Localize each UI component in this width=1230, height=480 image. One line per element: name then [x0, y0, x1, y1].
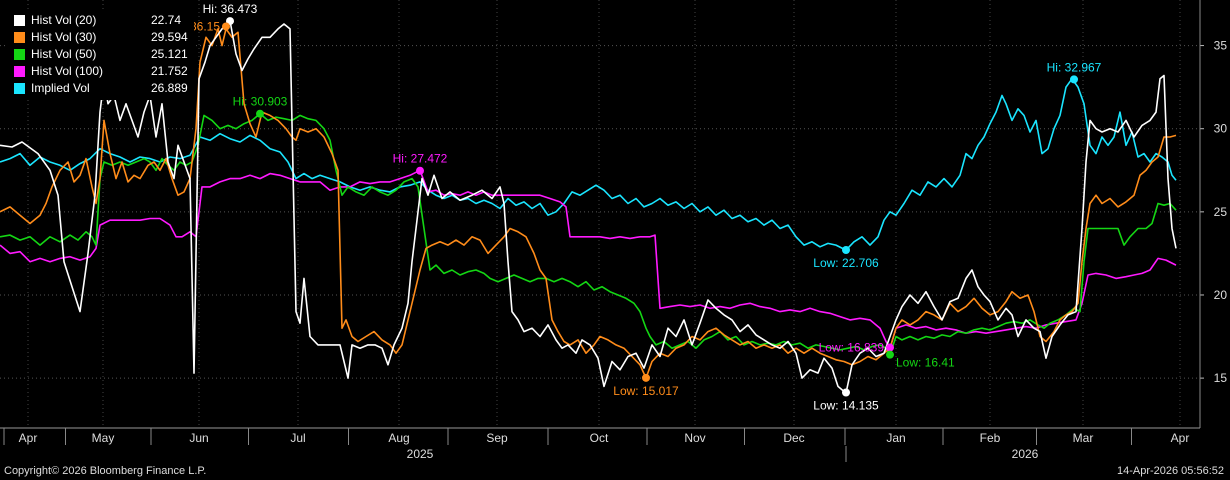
annotation-label: Hi: 27.472 — [393, 152, 448, 166]
annotation-label: Hi: 32.967 — [1047, 60, 1102, 74]
series-line-hist-vol-100 — [0, 169, 1177, 349]
legend-label: Implied Vol — [31, 81, 90, 95]
year-label: 2025 — [407, 447, 434, 461]
x-tick-label: Jan — [886, 431, 905, 445]
legend-item[interactable]: Implied Vol 26.889 — [14, 80, 188, 97]
legend-value: 29.594 — [151, 30, 188, 44]
legend-label: Hist Vol (30) — [31, 30, 97, 44]
legend-item[interactable]: Hist Vol (50) 25.121 — [14, 46, 188, 63]
x-tick-label: Mar — [1073, 431, 1094, 445]
annotation-dot — [842, 245, 850, 254]
annotation-dot — [222, 22, 230, 31]
y-tick-label: 20 — [1214, 288, 1228, 302]
year-label: 2026 — [1012, 447, 1039, 461]
x-tick-label: Oct — [590, 431, 609, 445]
y-tick-label: 15 — [1214, 371, 1228, 385]
x-tick-label: Sep — [486, 431, 508, 445]
legend-label: Hist Vol (20) — [31, 13, 97, 27]
y-axis: 15 20 25 30 35 — [1199, 0, 1228, 428]
annotation-dot — [256, 109, 264, 118]
legend-item[interactable]: Hist Vol (30) 29.594 — [14, 29, 188, 46]
annotation-dot — [1070, 75, 1078, 84]
annotation-label: Low: 16.41 — [896, 356, 955, 370]
annotation-markers: Hi: 36.473 36.15 Hi: 30.903 Hi: 27.472 Hi: 3… — [190, 2, 1102, 412]
grid-lines — [0, 0, 1200, 428]
x-tick-label: Aug — [388, 431, 409, 445]
x-tick-label: Apr — [1171, 431, 1190, 445]
annotation-label: 36.15 — [190, 19, 220, 33]
annotation-label: Low: 16.839 — [819, 341, 885, 355]
x-tick-label: Dec — [783, 431, 804, 445]
legend-swatch — [14, 49, 25, 60]
legend-item[interactable]: Hist Vol (20) 22.74 — [14, 12, 188, 29]
legend-swatch — [14, 83, 25, 94]
x-tick-label: May — [92, 431, 115, 445]
series-line-hist-vol-20 — [0, 19, 1177, 394]
legend-value: 26.889 — [151, 81, 188, 95]
legend-value: 21.752 — [151, 64, 188, 78]
series-lines — [0, 19, 1177, 394]
timestamp: 14-Apr-2026 05:56:52 — [1116, 465, 1224, 477]
y-tick-label: 30 — [1214, 122, 1228, 136]
legend-value: 25.121 — [151, 47, 188, 61]
x-axis: Apr May Jun Jul Aug Sep Oct Nov Dec Jan Feb Mar Apr 2… — [0, 427, 1200, 462]
annotation-dot — [842, 388, 850, 397]
legend-label: Hist Vol (50) — [31, 47, 97, 61]
annotation-dot — [416, 166, 424, 175]
annotation-label: Hi: 36.473 — [203, 2, 258, 16]
annotation-label: Low: 14.135 — [813, 399, 879, 413]
legend-item[interactable]: Hist Vol (100) 21.752 — [14, 63, 188, 80]
legend-swatch — [14, 32, 25, 43]
legend-value: 22.74 — [151, 13, 182, 27]
legend: Hist Vol (20) 22.74 Hist Vol (30) 29.594… — [8, 10, 194, 100]
legend-label: Hist Vol (100) — [31, 64, 104, 78]
annotation-label: Hi: 30.903 — [233, 95, 288, 109]
x-tick-label: Feb — [980, 431, 1001, 445]
legend-swatch — [14, 15, 25, 26]
annotation-label: Low: 15.017 — [613, 384, 679, 398]
y-tick-label: 25 — [1214, 205, 1228, 219]
x-tick-label: Jul — [290, 431, 305, 445]
series-line-implied-vol — [0, 78, 1177, 251]
x-tick-label: Jun — [189, 431, 208, 445]
y-tick-label: 35 — [1214, 39, 1228, 53]
legend-swatch — [14, 66, 25, 77]
annotation-dot — [642, 373, 650, 382]
footer: Copyright© 2026 Bloomberg Finance L.P. 1… — [0, 462, 1230, 480]
annotation-dot — [886, 343, 894, 352]
annotation-dot — [886, 350, 894, 359]
x-tick-label: Apr — [19, 431, 38, 445]
series-line-hist-vol-50 — [0, 112, 1177, 356]
annotation-label: Low: 22.706 — [813, 256, 879, 270]
copyright-text: Copyright© 2026 Bloomberg Finance L.P. — [4, 465, 207, 477]
x-tick-label: Nov — [684, 431, 705, 445]
